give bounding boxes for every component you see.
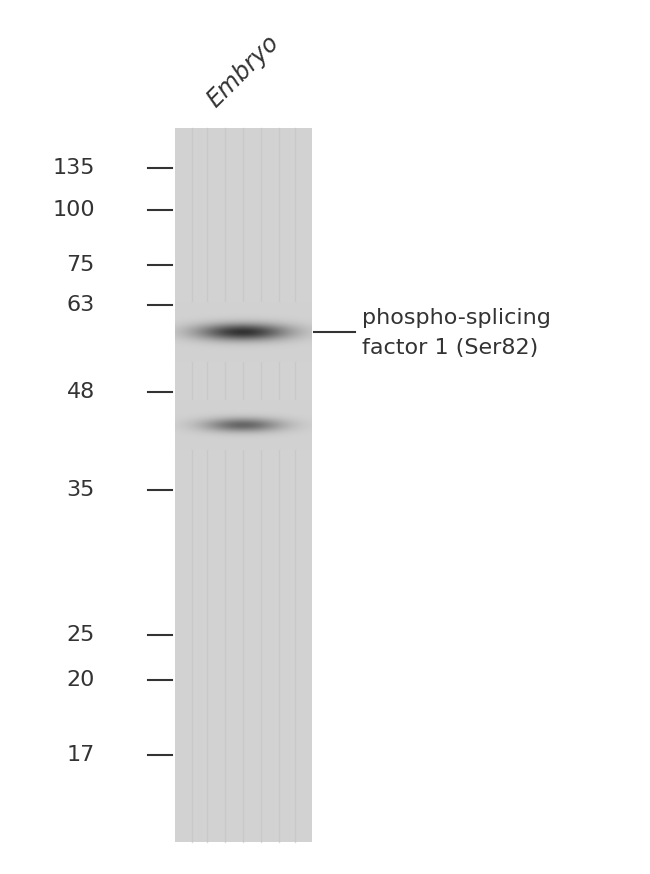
Text: 17: 17: [67, 745, 95, 765]
Text: 63: 63: [67, 295, 95, 315]
Text: 20: 20: [66, 670, 95, 690]
Text: 75: 75: [66, 255, 95, 275]
Text: phospho-splicing: phospho-splicing: [362, 308, 551, 328]
Bar: [175, 128, 312, 842]
Text: 48: 48: [67, 382, 95, 402]
Text: Embryo: Embryo: [202, 31, 283, 112]
Text: 35: 35: [66, 480, 95, 500]
Text: factor 1 (Ser82): factor 1 (Ser82): [362, 338, 538, 358]
Text: 25: 25: [66, 625, 95, 645]
Text: 100: 100: [53, 200, 95, 220]
Text: 135: 135: [53, 158, 95, 178]
